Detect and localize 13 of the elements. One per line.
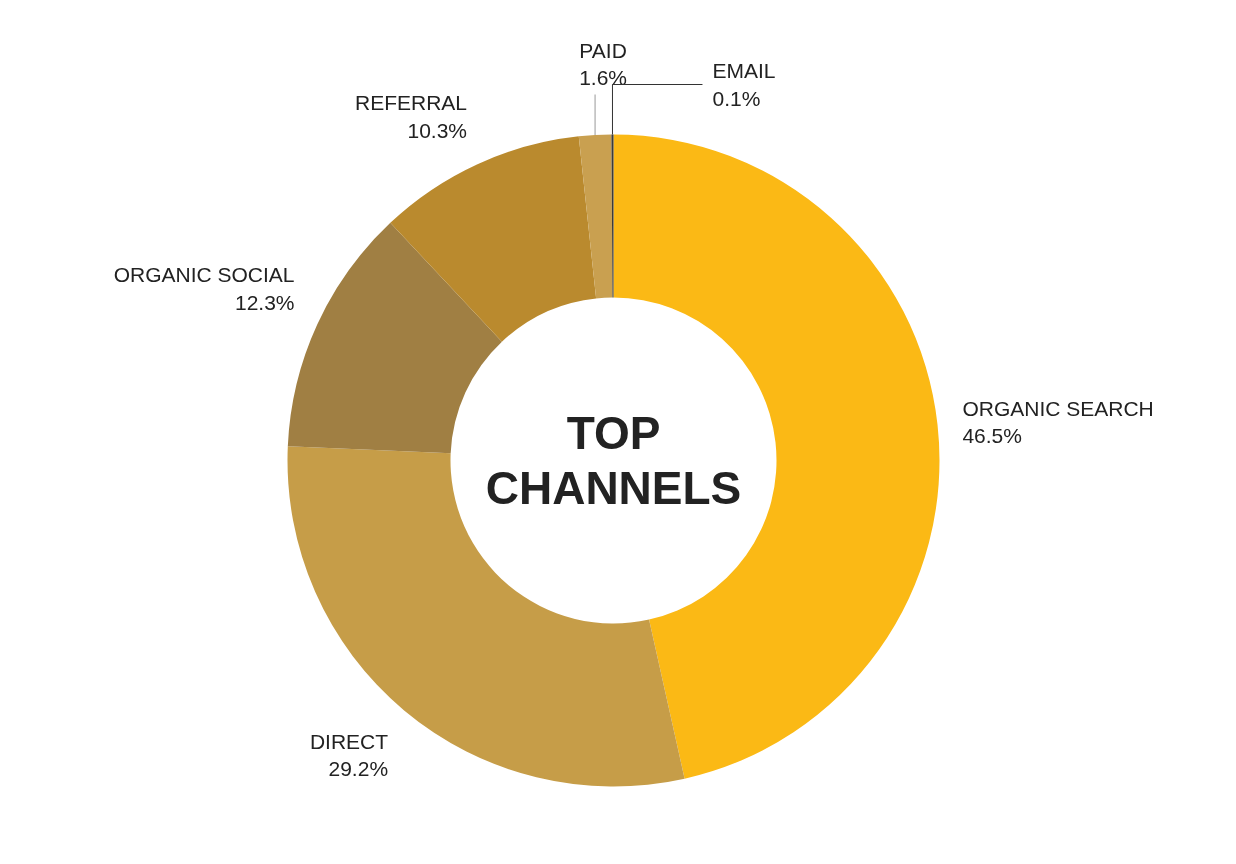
data-label: 1.6% (579, 66, 628, 90)
data-label: 46.5% (962, 424, 1022, 448)
slice-label: REFERRAL (355, 90, 468, 114)
slice-label: EMAIL (712, 59, 776, 83)
text: TOP CHANNELS (485, 407, 742, 514)
slice-label: DIRECT (309, 729, 389, 753)
slice-label: PAID (579, 38, 627, 62)
data-label: 29.2% (328, 757, 389, 781)
data-label: 10.3% (407, 118, 468, 142)
slice-label: ORGANIC SOCIAL (113, 263, 295, 287)
data-label: 12.3% (234, 291, 295, 315)
slice-label: ORGANIC SEARCH (962, 396, 1154, 420)
data-label: 0.1% (712, 86, 761, 110)
